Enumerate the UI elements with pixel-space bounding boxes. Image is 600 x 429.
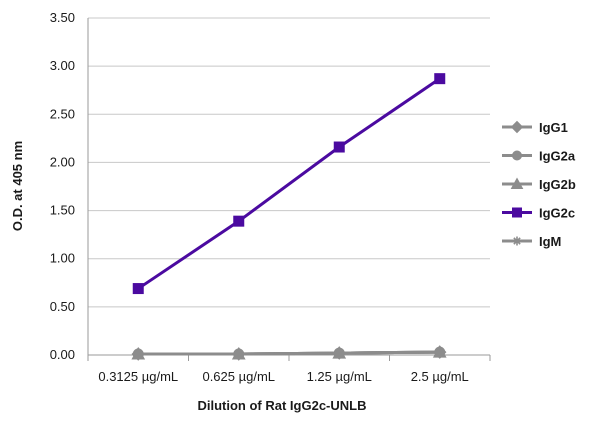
marker-triangle bbox=[510, 177, 524, 189]
series-IgM bbox=[133, 347, 445, 360]
x-tick-label: 2.5 µg/mL bbox=[411, 369, 469, 384]
y-tick-labels: 0.00 0.50 1.00 1.50 2.00 2.50 3.00 3.50 bbox=[50, 10, 75, 362]
legend-item-IgM: IgM bbox=[502, 234, 561, 249]
y-tick-label: 3.50 bbox=[50, 10, 75, 25]
x-tick-label: 1.25 µg/mL bbox=[307, 369, 372, 384]
marker-diamond bbox=[510, 120, 524, 134]
marker-circle bbox=[512, 150, 522, 161]
y-tick-label: 2.00 bbox=[50, 154, 75, 169]
y-tick-label: 1.50 bbox=[50, 203, 75, 218]
y-tick-label: 3.00 bbox=[50, 58, 75, 73]
data-point bbox=[434, 73, 446, 85]
y-tick-label: 0.00 bbox=[50, 347, 75, 362]
series-IgG2c bbox=[132, 73, 446, 295]
legend-item-IgG1: IgG1 bbox=[502, 120, 568, 135]
data-point bbox=[334, 348, 345, 359]
y-axis-title: O.D. at 405 nm bbox=[10, 141, 25, 231]
x-axis-title: Dilution of Rat IgG2c-UNLB bbox=[198, 398, 367, 413]
legend-label: IgG2c bbox=[539, 206, 575, 221]
data-point bbox=[333, 141, 345, 153]
data-point bbox=[132, 283, 144, 295]
data-point bbox=[233, 215, 245, 227]
data-point bbox=[133, 349, 144, 360]
y-tick-label: 0.50 bbox=[50, 299, 75, 314]
y-tick-label: 1.00 bbox=[50, 251, 75, 266]
gridlines bbox=[88, 17, 490, 308]
series-line bbox=[137, 77, 441, 290]
legend-label: IgG1 bbox=[539, 120, 568, 135]
data-point bbox=[434, 347, 445, 358]
marker-square bbox=[512, 207, 522, 218]
legend-item-IgG2c: IgG2c bbox=[502, 206, 575, 221]
legend-item-IgG2b: IgG2b bbox=[502, 177, 576, 192]
y-tick-label: 2.50 bbox=[50, 106, 75, 121]
x-tick-labels: 0.3125 µg/mL 0.625 µg/mL 1.25 µg/mL 2.5 µg/… bbox=[98, 369, 468, 384]
legend-item-IgG2a: IgG2a bbox=[502, 149, 576, 164]
marker-star bbox=[512, 236, 522, 246]
data-point bbox=[233, 349, 244, 360]
legend: IgG1 IgG2a IgG2b IgG2c IgM bbox=[502, 120, 576, 249]
series bbox=[131, 73, 447, 361]
legend-label: IgG2b bbox=[539, 177, 576, 192]
legend-label: IgM bbox=[539, 234, 561, 249]
axes bbox=[87, 18, 491, 361]
legend-label: IgG2a bbox=[539, 149, 576, 164]
series-line bbox=[138, 350, 440, 356]
x-tick-label: 0.625 µg/mL bbox=[202, 369, 275, 384]
x-tick-label: 0.3125 µg/mL bbox=[98, 369, 178, 384]
